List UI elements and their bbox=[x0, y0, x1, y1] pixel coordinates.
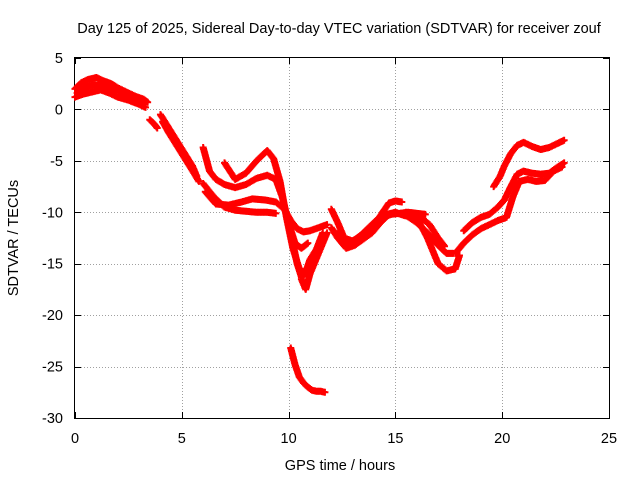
grid-layer bbox=[75, 58, 609, 418]
series-trace-dip-b bbox=[297, 229, 331, 293]
x-axis-label: GPS time / hours bbox=[285, 458, 395, 474]
data-point bbox=[421, 210, 429, 218]
data-point bbox=[560, 159, 568, 167]
x-tick-label: 25 bbox=[601, 431, 617, 447]
y-tick-label: -20 bbox=[42, 308, 63, 324]
series-trace-early-mid bbox=[73, 81, 149, 106]
data-point bbox=[272, 209, 280, 217]
plot-frame bbox=[74, 57, 610, 419]
series-trace-isolated bbox=[287, 344, 329, 396]
x-tick-label: 15 bbox=[387, 431, 403, 447]
data-point bbox=[323, 229, 331, 237]
x-tick-label: 10 bbox=[281, 431, 297, 447]
series-trace-afternoon-valley bbox=[402, 208, 463, 275]
x-tick-label: 0 bbox=[71, 431, 79, 447]
chart-title: Day 125 of 2025, Sidereal Day-to-day VTE… bbox=[77, 21, 602, 37]
series-trace-morning-low bbox=[201, 188, 331, 236]
series-trace-evening-low bbox=[451, 163, 566, 257]
y-tick-label: -15 bbox=[42, 257, 63, 273]
y-tick-label: 5 bbox=[55, 51, 63, 67]
data-point bbox=[560, 136, 568, 144]
series-trace-evening-mid bbox=[460, 159, 568, 235]
series-trace-evening-high bbox=[490, 136, 568, 191]
data-point bbox=[321, 388, 329, 396]
series-trace-short-a bbox=[146, 116, 161, 132]
data-point bbox=[195, 177, 203, 185]
y-tick-label: 0 bbox=[55, 102, 63, 118]
x-tick-label: 20 bbox=[494, 431, 510, 447]
y-tick-label: -10 bbox=[42, 205, 63, 221]
data-point bbox=[323, 221, 331, 229]
data-point bbox=[441, 242, 449, 250]
y-tick-label: -30 bbox=[42, 411, 63, 427]
tick-layer: 0 5 10 15 20 25 5 0 -5 -10 -15 -20 -25 -30 bbox=[42, 51, 617, 447]
y-axis-label: SDTVAR / TECUs bbox=[6, 180, 22, 296]
y-tick-label: -25 bbox=[42, 360, 63, 376]
data-point bbox=[304, 239, 312, 247]
y-tick-label: -5 bbox=[50, 154, 63, 170]
data-point bbox=[153, 124, 161, 132]
data-point bbox=[398, 198, 406, 206]
data-point bbox=[141, 98, 149, 106]
x-tick-label: 5 bbox=[178, 431, 186, 447]
data-points bbox=[71, 74, 568, 396]
series-trace-descent-b bbox=[159, 118, 203, 185]
